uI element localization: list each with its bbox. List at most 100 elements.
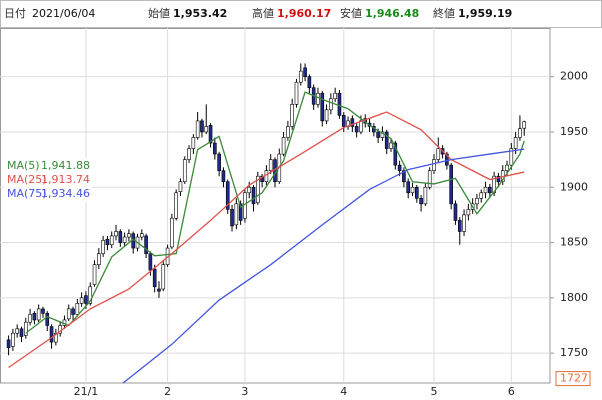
candle-body	[92, 264, 97, 285]
candle-body	[148, 253, 153, 271]
candle-body	[402, 170, 406, 183]
candle-body	[316, 92, 320, 105]
candle-body	[217, 153, 221, 171]
candle-body	[264, 170, 269, 183]
header-bar	[0, 0, 602, 28]
legend-name: MA(75)	[7, 187, 47, 200]
candle-body	[118, 231, 123, 243]
x-tick-label: 4	[340, 385, 347, 398]
candle-body	[341, 115, 346, 127]
candle-body	[45, 313, 50, 326]
candle-body	[54, 332, 58, 343]
y-tick-label: 1900	[560, 180, 588, 193]
candle-body	[337, 92, 342, 116]
candle-body	[97, 253, 101, 265]
candle-body	[333, 92, 337, 100]
candle-body	[170, 217, 174, 248]
candle-body	[139, 233, 144, 238]
candle-body	[11, 332, 15, 347]
candle-body	[475, 198, 479, 205]
legend-name: MA(5)	[7, 159, 40, 172]
candle-body	[109, 235, 114, 246]
candle-body	[320, 92, 325, 122]
ma-line	[8, 111, 525, 369]
candle-body	[492, 175, 496, 194]
ma-line	[25, 91, 525, 334]
candle-body	[518, 128, 522, 138]
candle-body	[221, 170, 226, 183]
low: 1,946.48	[365, 7, 419, 20]
candle-body	[393, 142, 398, 166]
candle-body	[36, 308, 41, 321]
candle-body	[453, 203, 458, 221]
candle-body	[225, 181, 230, 210]
candle-body	[449, 164, 453, 205]
candle-body	[354, 126, 359, 133]
candle-body	[32, 313, 37, 321]
x-tick-label: 5	[430, 385, 437, 398]
candle-body	[230, 209, 234, 227]
candle-body	[157, 288, 161, 292]
candle-body	[84, 295, 88, 304]
legend-value: 1,934.46	[41, 187, 90, 200]
x-tick-label: 2	[164, 385, 171, 398]
candle-body	[505, 164, 509, 171]
ma-line	[122, 148, 525, 383]
candle-body	[462, 214, 466, 232]
candle-body	[122, 236, 127, 243]
candle-body	[406, 181, 411, 194]
candle-body	[268, 159, 273, 171]
candle-body	[234, 203, 239, 226]
candle-body	[101, 240, 105, 254]
candle-body	[49, 326, 54, 343]
candle-body	[251, 186, 256, 205]
candle-body	[66, 308, 71, 320]
candle-body	[432, 159, 436, 171]
legend-name: MA(25)	[7, 173, 47, 186]
candle-body	[71, 308, 75, 315]
candle-body	[457, 220, 462, 232]
y-tick-label: 1850	[560, 236, 588, 249]
x-tick-label: 21/1	[74, 385, 99, 398]
candle-body	[15, 328, 19, 334]
high-label: 高値	[252, 6, 274, 20]
candle-body	[479, 192, 484, 199]
candle-body	[298, 70, 303, 83]
candle-body	[384, 131, 389, 149]
candle-body	[256, 175, 260, 204]
candle-body	[6, 339, 11, 348]
candle-body	[509, 148, 514, 166]
candle-body	[303, 67, 307, 77]
candle-body	[28, 314, 32, 323]
candle-body	[182, 159, 187, 183]
candle-body	[483, 186, 488, 194]
candle-body	[23, 321, 28, 336]
candle-body	[19, 328, 24, 337]
candle-body	[161, 264, 166, 290]
candle-body	[208, 125, 213, 144]
plot-frame	[0, 28, 551, 384]
plot-area	[0, 28, 550, 383]
candle-body	[414, 186, 419, 199]
open: 1,953.42	[173, 7, 227, 20]
candle-body	[178, 181, 183, 192]
candle-body	[389, 142, 393, 149]
date-label: 日付	[4, 7, 26, 20]
candle-body	[187, 148, 191, 160]
candle-body	[423, 186, 428, 205]
legend-value: 1,913.74	[41, 173, 90, 186]
close: 1,959.19	[458, 7, 512, 20]
axis-min-label: 1727	[560, 372, 588, 385]
low-label: 安値	[340, 6, 362, 20]
candle-body	[281, 137, 286, 155]
candle-body	[200, 120, 204, 133]
candle-body	[436, 148, 441, 160]
candle-body	[466, 209, 471, 216]
x-tick-label: 3	[241, 385, 248, 398]
open-label: 始値	[148, 6, 170, 20]
legend-value: 1,941.88	[41, 159, 90, 172]
high: 1,960.17	[277, 7, 331, 20]
candle-body	[294, 81, 299, 105]
y-tick-label: 1750	[560, 346, 588, 359]
